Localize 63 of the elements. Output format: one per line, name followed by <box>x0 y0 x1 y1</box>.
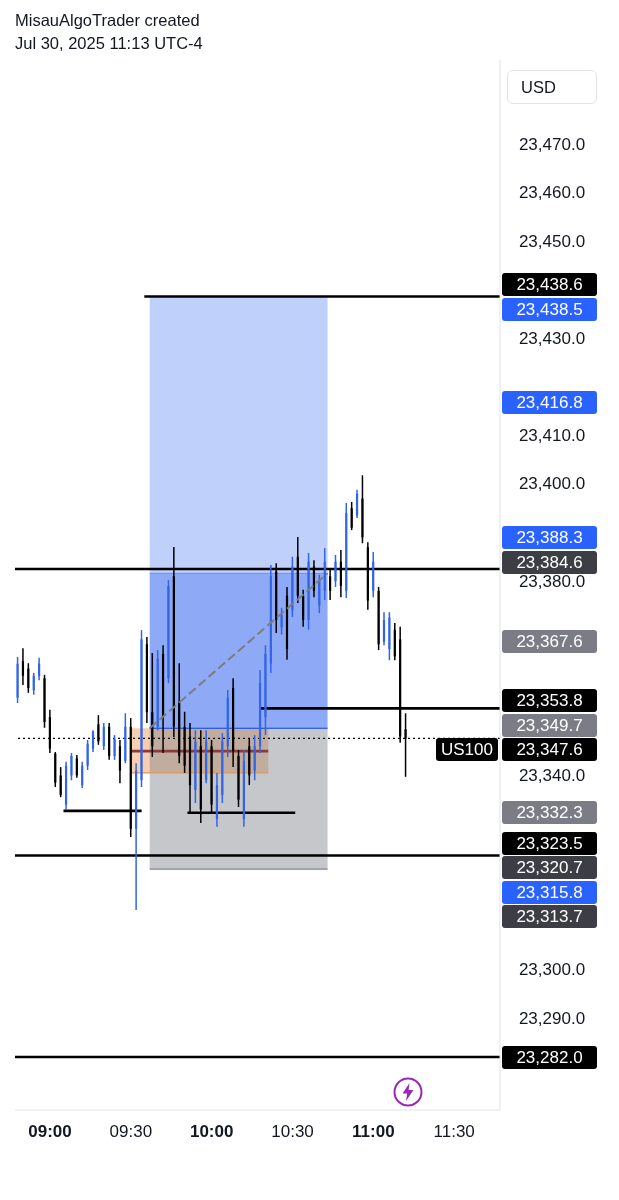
candlestick <box>91 729 95 753</box>
candlestick <box>59 766 62 798</box>
text: 23,384.6 <box>502 550 597 574</box>
candlestick <box>194 729 197 804</box>
candlestick <box>156 649 159 731</box>
y-tick-label: 23,380.0 <box>518 571 586 591</box>
y-tick-label: 23,410.0 <box>518 425 586 445</box>
ref-line-label: 23,347.6 <box>502 738 597 762</box>
candlestick <box>355 489 359 519</box>
candlestick <box>43 674 46 729</box>
y-tick-label: 23,400.0 <box>518 474 586 494</box>
candlestick <box>124 712 127 764</box>
text: 23,416.8 <box>502 390 597 414</box>
candlestick <box>307 552 310 631</box>
candlestick <box>350 501 353 531</box>
y-tick-label: 23,470.0 <box>518 134 586 154</box>
data-label: 23,438.6 <box>502 273 597 296</box>
candlestick <box>70 752 73 781</box>
x-tick-label: 09:00 <box>28 1121 72 1141</box>
y-tick-label: 23,340.0 <box>518 765 586 785</box>
text: 23,438.5 <box>502 297 597 321</box>
y-tick-label: 23,450.0 <box>518 231 586 251</box>
text: 23,320.7 <box>502 856 597 880</box>
text: 23,388.3 <box>502 526 597 550</box>
x-tick-label: 09:30 <box>109 1121 153 1141</box>
y-tick-label: 23,430.0 <box>518 328 586 348</box>
x-tick-label: 10:00 <box>189 1121 234 1141</box>
text: 23,332.3 <box>502 801 597 825</box>
ref-line-label: 23,323.5 <box>502 831 597 855</box>
candlestick <box>54 751 57 788</box>
text: US100 <box>436 738 498 762</box>
x-tick-label: 10:30 <box>271 1121 314 1141</box>
candlestick <box>382 611 386 646</box>
candlestick <box>253 734 256 781</box>
chart-subtitle: Jul 30, 2025 11:13 UTC-4 <box>15 33 203 54</box>
x-tick-label: 11:00 <box>352 1121 395 1141</box>
candlestick <box>86 739 89 771</box>
candlestick <box>345 502 348 599</box>
candlestick <box>21 647 25 686</box>
chart-title: MisauAlgoTrader created <box>15 10 200 31</box>
y-axis-title: USD <box>507 70 597 104</box>
candlestick <box>334 554 337 588</box>
candlestick <box>16 656 19 704</box>
text: 23,367.6 <box>502 629 597 653</box>
candlestick <box>75 754 78 779</box>
y-tick-label: 23,460.0 <box>518 183 586 203</box>
y-tick-label: 23,290.0 <box>518 1008 586 1028</box>
candlestick <box>264 644 267 736</box>
candlestick <box>113 734 116 761</box>
text: 23,349.7 <box>502 713 597 737</box>
data-label: 23,353.8 <box>502 689 597 713</box>
candlestick <box>221 732 224 804</box>
candlestick <box>167 579 170 684</box>
text: 23,313.7 <box>502 905 597 929</box>
candlestick <box>237 749 240 808</box>
candlestick <box>377 586 380 651</box>
candlestick <box>140 629 143 788</box>
y-tick-label: 23,300.0 <box>518 960 586 980</box>
candlestick <box>361 474 364 544</box>
ref-line-label: 23,282.0 <box>502 1045 597 1069</box>
x-tick-label: 11:30 <box>433 1121 475 1141</box>
candlestick <box>388 611 391 662</box>
text: 23,315.8 <box>502 880 597 904</box>
